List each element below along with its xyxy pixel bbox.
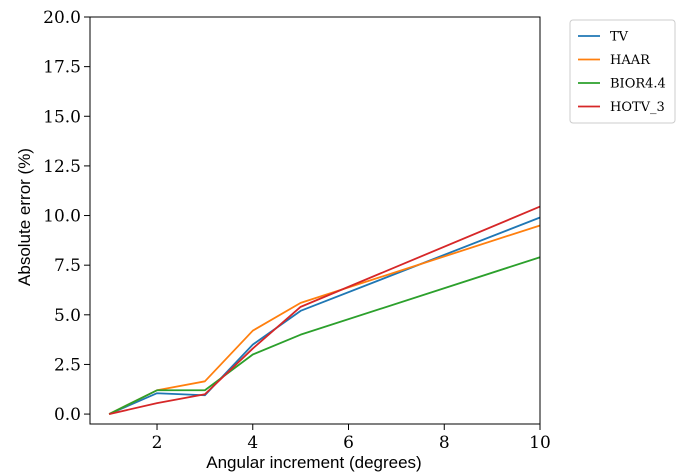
legend-frame: [569, 19, 676, 124]
x-tick-label: 4: [247, 433, 258, 453]
y-tick-label: 0.0: [54, 405, 81, 425]
legend-label: HAAR: [610, 53, 651, 68]
x-tick-label: 2: [152, 433, 163, 453]
x-tick-label: 10: [529, 433, 551, 453]
y-tick-label: 5.0: [54, 306, 81, 326]
legend-label: HOTV_3: [610, 100, 665, 115]
y-axis-label: Absolute error (%): [15, 148, 34, 286]
x-tick-label: 8: [439, 433, 450, 453]
plot-frame: [89, 16, 541, 425]
x-tick-label: 6: [343, 433, 354, 453]
legend: TV HAAR BIOR4.4 HOTV_3: [569, 19, 676, 124]
y-axis-label-group: Absolute error (%): [15, 148, 34, 286]
series-line-tv: [108, 216, 541, 415]
legend-label: BIOR4.4: [610, 77, 666, 92]
y-tick-label: 15.0: [43, 107, 81, 127]
y-tick-label: 2.5: [54, 355, 81, 375]
series-line-hotv-3: [108, 205, 541, 415]
series-line-haar: [108, 224, 541, 415]
plot-lines: [108, 205, 541, 415]
y-tick-label: 20.0: [43, 8, 81, 28]
y-tick-label: 10.0: [43, 207, 81, 227]
x-axis-label: Angular increment (degrees): [206, 453, 421, 472]
y-tick-label: 17.5: [43, 58, 81, 78]
series-line-bior4-4: [108, 256, 541, 415]
legend-label: TV: [610, 30, 629, 45]
y-tick-label: 12.5: [43, 157, 81, 177]
axis-ticks: 0.0 2.5 5.0 7.5 10.0 12.5 15.0 17.5 20.0 2 4 6 8 10: [43, 8, 551, 453]
y-tick-label: 7.5: [54, 256, 81, 276]
